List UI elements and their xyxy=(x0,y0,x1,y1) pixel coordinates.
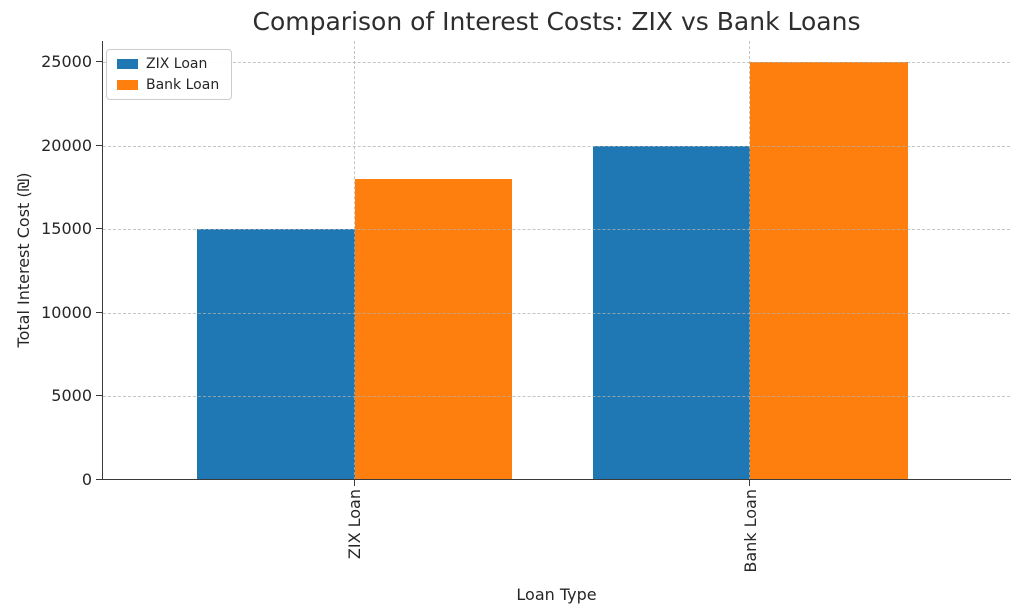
gridline-y-20000 xyxy=(103,145,1010,147)
y-tick-5000 xyxy=(96,395,102,397)
y-tick-10000 xyxy=(96,311,102,313)
x-axis-line xyxy=(101,478,1011,480)
y-axis-label: Total Interest Cost (₪) xyxy=(14,172,33,348)
x-tick-zix-loan xyxy=(353,480,355,486)
legend-label-bank-loan: Bank Loan xyxy=(146,77,220,93)
bar-zix-loan-zix-loan xyxy=(197,229,355,480)
y-tick-label-10000: 10000 xyxy=(41,302,92,322)
legend: ZIX Loan Bank Loan xyxy=(106,49,233,100)
y-tick-15000 xyxy=(96,228,102,230)
gridline-x-zix-loan xyxy=(353,41,355,480)
legend-item-bank-loan: Bank Loan xyxy=(117,77,219,93)
gridline-y-10000 xyxy=(103,312,1010,314)
gridline-x-bank-loan xyxy=(749,41,751,480)
legend-label-zix-loan: ZIX Loan xyxy=(146,56,208,72)
x-axis-label: Loan Type xyxy=(516,585,597,604)
y-axis-line xyxy=(101,41,103,480)
y-tick-label-25000: 25000 xyxy=(41,51,92,71)
y-tick-label-0: 0 xyxy=(81,470,92,489)
y-tick-label-15000: 15000 xyxy=(41,219,92,239)
x-tick-bank-loan xyxy=(749,480,751,486)
bar-bank-loan-zix-loan xyxy=(354,178,512,480)
legend-swatch-zix-loan xyxy=(117,59,138,69)
y-tick-20000 xyxy=(96,144,102,146)
y-tick-25000 xyxy=(96,61,102,62)
y-tick-0 xyxy=(96,479,102,481)
legend-item-zix-loan: ZIX Loan xyxy=(117,56,219,72)
gridline-y-5000 xyxy=(103,396,1010,398)
bar-bank-loan-bank-loan xyxy=(750,61,908,480)
gridline-y-15000 xyxy=(103,229,1010,231)
y-tick-label-5000: 5000 xyxy=(51,386,92,406)
x-tick-label-zix-loan: ZIX Loan xyxy=(345,489,364,560)
x-tick-label-bank-loan: Bank Loan xyxy=(740,489,760,573)
chart-title: Comparison of Interest Costs: ZIX vs Ban… xyxy=(252,7,861,36)
gridline-y-25000 xyxy=(103,61,1010,63)
legend-swatch-bank-loan xyxy=(117,80,138,90)
y-tick-label-20000: 20000 xyxy=(41,135,92,155)
